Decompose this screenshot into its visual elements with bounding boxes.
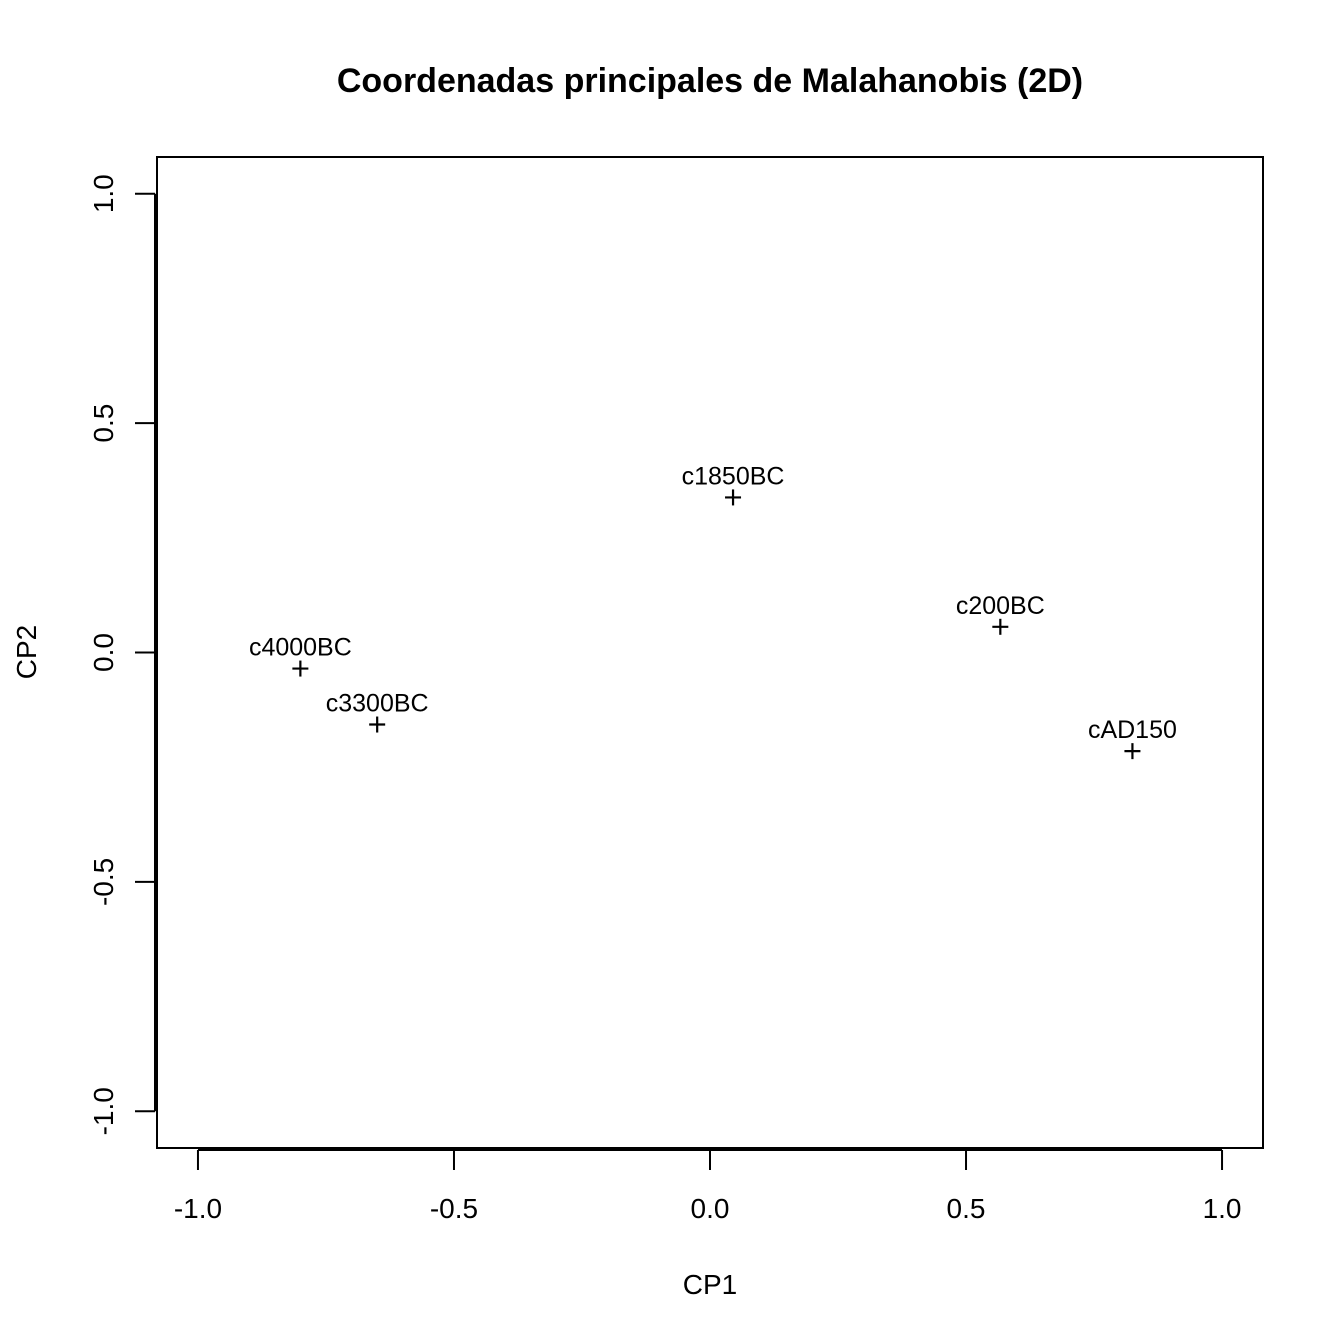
x-axis-label: CP1	[683, 1269, 737, 1300]
x-tick-label: 1.0	[1203, 1193, 1242, 1224]
y-tick-label: -1.0	[88, 1087, 119, 1135]
y-tick-label: 1.0	[88, 174, 119, 213]
point-label: c4000BC	[249, 634, 352, 662]
y-axis: -1.0 -0.5 0.0 0.5 1.0	[88, 174, 156, 1135]
x-tick-label: -1.0	[174, 1193, 222, 1224]
data-point: c3300BC	[326, 690, 429, 733]
x-tick-label: -0.5	[430, 1193, 478, 1224]
point-label: c200BC	[956, 592, 1045, 620]
plot-area-frame	[156, 156, 1264, 1149]
point-label: c3300BC	[326, 690, 429, 718]
x-axis: -1.0 -0.5 0.0 0.5 1.0	[174, 1149, 1242, 1224]
x-tick-label: 0.0	[691, 1193, 730, 1224]
y-tick-label: 0.0	[88, 633, 119, 672]
data-point: cAD150	[1088, 716, 1177, 760]
data-point: c4000BC	[249, 634, 352, 677]
data-point: c200BC	[956, 592, 1045, 635]
point-label: cAD150	[1088, 716, 1177, 744]
y-tick-label: 0.5	[88, 404, 119, 443]
y-axis-label: CP2	[11, 625, 42, 679]
data-points: c4000BC c3300BC c1850BC c200BC cAD150	[249, 462, 1177, 760]
x-tick-label: 0.5	[947, 1193, 986, 1224]
data-point: c1850BC	[682, 462, 785, 506]
chart-title: Coordenadas principales de Malahanobis (…	[337, 62, 1083, 100]
point-label: c1850BC	[682, 462, 785, 490]
y-tick-label: -0.5	[88, 858, 119, 906]
